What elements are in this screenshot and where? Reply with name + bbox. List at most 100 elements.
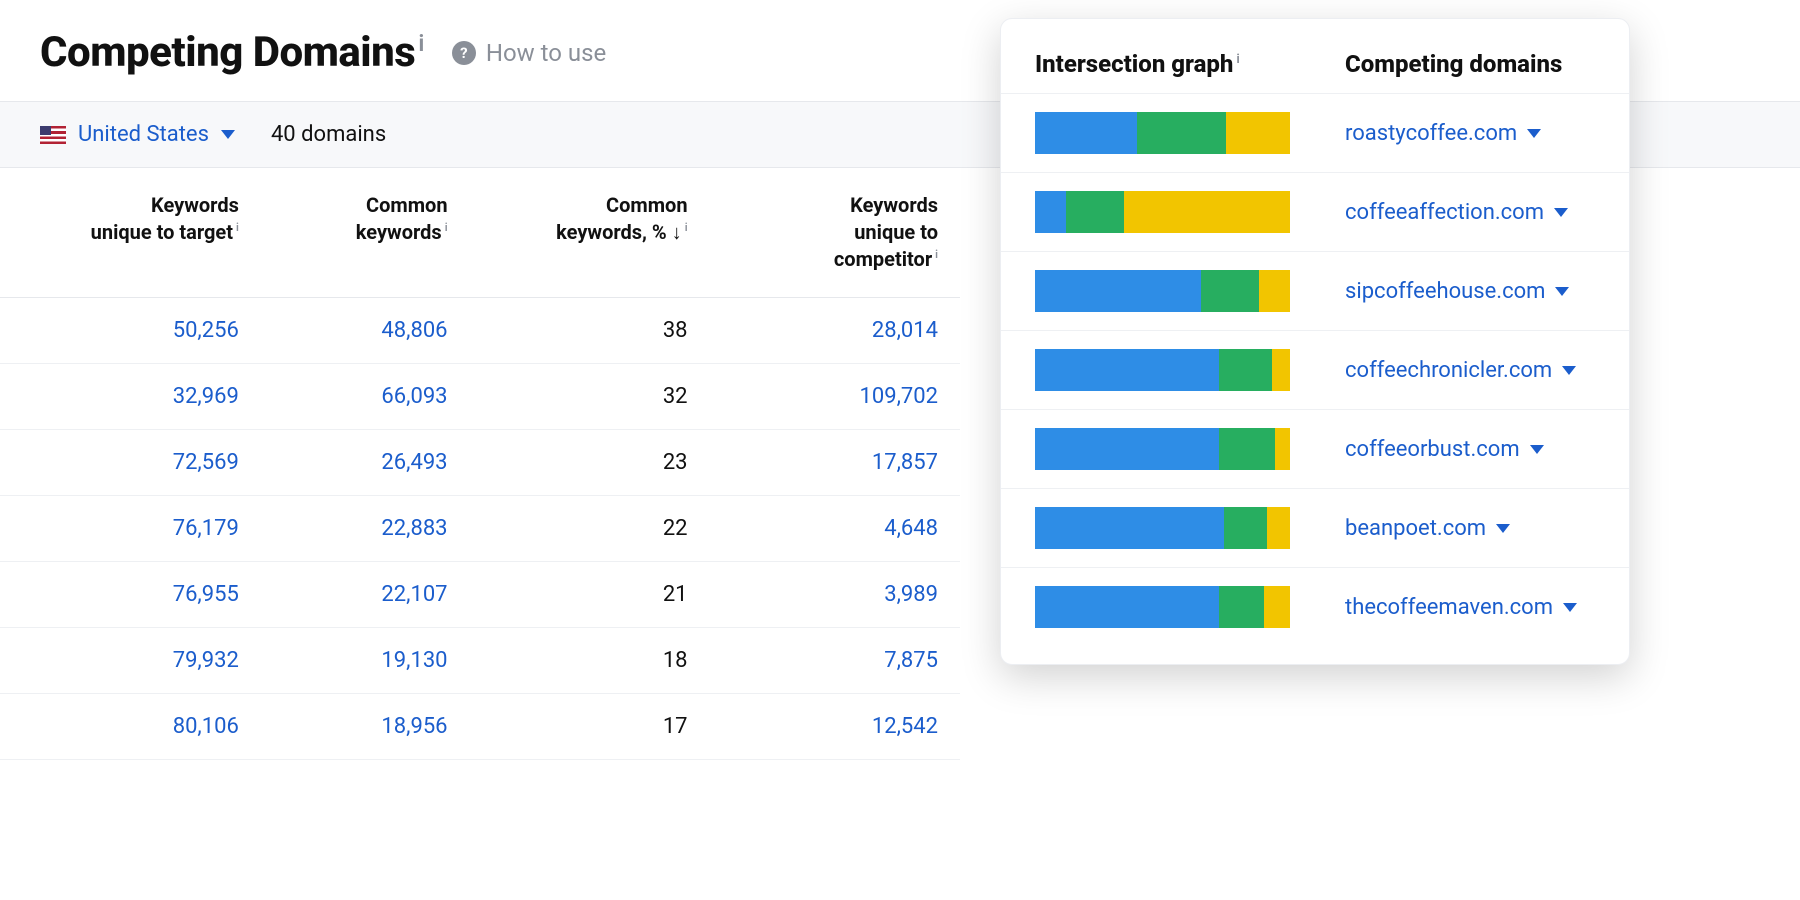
cell-common-pct: 32 <box>470 364 710 430</box>
bar-segment <box>1226 112 1290 154</box>
info-icon[interactable]: i <box>445 221 448 234</box>
bar-segment <box>1224 507 1267 549</box>
table-row: 32,96966,09332109,702 <box>0 364 960 430</box>
info-icon[interactable]: i <box>935 248 938 261</box>
sort-desc-icon: ↓ <box>672 220 682 244</box>
intersection-bar <box>1035 586 1290 628</box>
cell-unique-target[interactable]: 32,969 <box>0 364 261 430</box>
competing-domain-link[interactable]: coffeeaffection.com <box>1345 200 1595 225</box>
intersection-bar <box>1035 191 1290 233</box>
competing-domain-link[interactable]: coffeechronicler.com <box>1345 358 1595 383</box>
competing-domain-link[interactable]: beanpoet.com <box>1345 516 1595 541</box>
bar-segment <box>1035 349 1219 391</box>
intersection-bar <box>1035 507 1290 549</box>
intersection-bar <box>1035 112 1290 154</box>
table-row: 80,10618,9561712,542 <box>0 694 960 760</box>
intersection-card: Intersection graphi Competing domains ro… <box>1000 18 1630 665</box>
cell-common-pct: 17 <box>470 694 710 760</box>
bar-segment <box>1267 507 1290 549</box>
domain-label: coffeeaffection.com <box>1345 200 1544 225</box>
cell-common-pct: 38 <box>470 298 710 364</box>
table-col-header[interactable]: Commonkeywords, % ↓i <box>470 168 710 298</box>
cell-common-pct: 22 <box>470 496 710 562</box>
chevron-down-icon <box>1562 366 1576 375</box>
card-row: coffeeaffection.com <box>1001 172 1629 251</box>
page-title-text: Competing Domains <box>40 28 415 77</box>
cell-common[interactable]: 22,883 <box>261 496 470 562</box>
bar-segment <box>1035 507 1224 549</box>
cell-unique-comp[interactable]: 12,542 <box>710 694 960 760</box>
bar-segment <box>1219 428 1275 470</box>
bar-segment <box>1201 270 1260 312</box>
card-col1-title: Intersection graphi <box>1035 49 1325 79</box>
cell-unique-target[interactable]: 72,569 <box>0 430 261 496</box>
cell-unique-target[interactable]: 80,106 <box>0 694 261 760</box>
cell-unique-target[interactable]: 76,179 <box>0 496 261 562</box>
intersection-bar <box>1035 349 1290 391</box>
competing-domains-table: Keywordsunique to targetiCommonkeywordsi… <box>0 168 960 760</box>
cell-unique-comp[interactable]: 7,875 <box>710 628 960 694</box>
bar-segment <box>1124 191 1290 233</box>
cell-common-pct: 18 <box>470 628 710 694</box>
domain-count-label: 40 domains <box>271 122 386 147</box>
cell-unique-comp[interactable]: 4,648 <box>710 496 960 562</box>
competing-domain-link[interactable]: coffeeorbust.com <box>1345 437 1595 462</box>
page-title: Competing Domainsi <box>40 28 424 77</box>
card-row: coffeechronicler.com <box>1001 330 1629 409</box>
country-select[interactable]: United States <box>40 122 235 147</box>
flag-us-icon <box>40 126 66 144</box>
intersection-bar <box>1035 428 1290 470</box>
domain-label: thecoffeemaven.com <box>1345 595 1553 620</box>
cell-common[interactable]: 18,956 <box>261 694 470 760</box>
competing-domain-link[interactable]: sipcoffeehouse.com <box>1345 279 1595 304</box>
domain-label: roastycoffee.com <box>1345 121 1517 146</box>
domain-label: coffeechronicler.com <box>1345 358 1552 383</box>
chevron-down-icon <box>1530 445 1544 454</box>
table-col-header[interactable]: Commonkeywordsi <box>261 168 470 298</box>
how-to-use-label: How to use <box>486 39 606 67</box>
chevron-down-icon <box>1496 524 1510 533</box>
cell-common[interactable]: 66,093 <box>261 364 470 430</box>
table-header: Keywordsunique to targetiCommonkeywordsi… <box>0 168 960 298</box>
bar-segment <box>1035 270 1201 312</box>
cell-unique-comp[interactable]: 109,702 <box>710 364 960 430</box>
card-row: beanpoet.com <box>1001 488 1629 567</box>
competing-domain-link[interactable]: roastycoffee.com <box>1345 121 1595 146</box>
chevron-down-icon <box>1527 129 1541 138</box>
bar-segment <box>1272 349 1290 391</box>
bar-segment <box>1035 428 1219 470</box>
bar-segment <box>1035 191 1066 233</box>
bar-segment <box>1035 112 1137 154</box>
bar-segment <box>1264 586 1290 628</box>
help-icon: ? <box>452 41 476 65</box>
cell-common[interactable]: 48,806 <box>261 298 470 364</box>
chevron-down-icon <box>221 130 235 139</box>
domain-label: sipcoffeehouse.com <box>1345 279 1545 304</box>
info-icon[interactable]: i <box>1236 52 1239 67</box>
cell-unique-target[interactable]: 76,955 <box>0 562 261 628</box>
info-icon[interactable]: i <box>418 30 424 57</box>
cell-unique-comp[interactable]: 28,014 <box>710 298 960 364</box>
cell-common[interactable]: 22,107 <box>261 562 470 628</box>
bar-segment <box>1035 586 1219 628</box>
cell-unique-target[interactable]: 50,256 <box>0 298 261 364</box>
card-col2-title: Competing domains <box>1345 49 1595 79</box>
info-icon[interactable]: i <box>236 221 239 234</box>
table-col-header[interactable]: Keywordsunique to targeti <box>0 168 261 298</box>
card-row: sipcoffeehouse.com <box>1001 251 1629 330</box>
cell-unique-comp[interactable]: 3,989 <box>710 562 960 628</box>
intersection-bar <box>1035 270 1290 312</box>
bar-segment <box>1275 428 1290 470</box>
cell-unique-comp[interactable]: 17,857 <box>710 430 960 496</box>
competing-domain-link[interactable]: thecoffeemaven.com <box>1345 595 1595 620</box>
cell-common[interactable]: 26,493 <box>261 430 470 496</box>
card-body: roastycoffee.com coffeeaffection.com sipco… <box>1001 89 1629 664</box>
info-icon[interactable]: i <box>685 221 688 234</box>
cell-unique-target[interactable]: 79,932 <box>0 628 261 694</box>
how-to-use-link[interactable]: ? How to use <box>452 39 606 67</box>
bar-segment <box>1259 270 1290 312</box>
bar-segment <box>1137 112 1226 154</box>
table-row: 72,56926,4932317,857 <box>0 430 960 496</box>
cell-common[interactable]: 19,130 <box>261 628 470 694</box>
table-col-header[interactable]: Keywordsunique tocompetitori <box>710 168 960 298</box>
